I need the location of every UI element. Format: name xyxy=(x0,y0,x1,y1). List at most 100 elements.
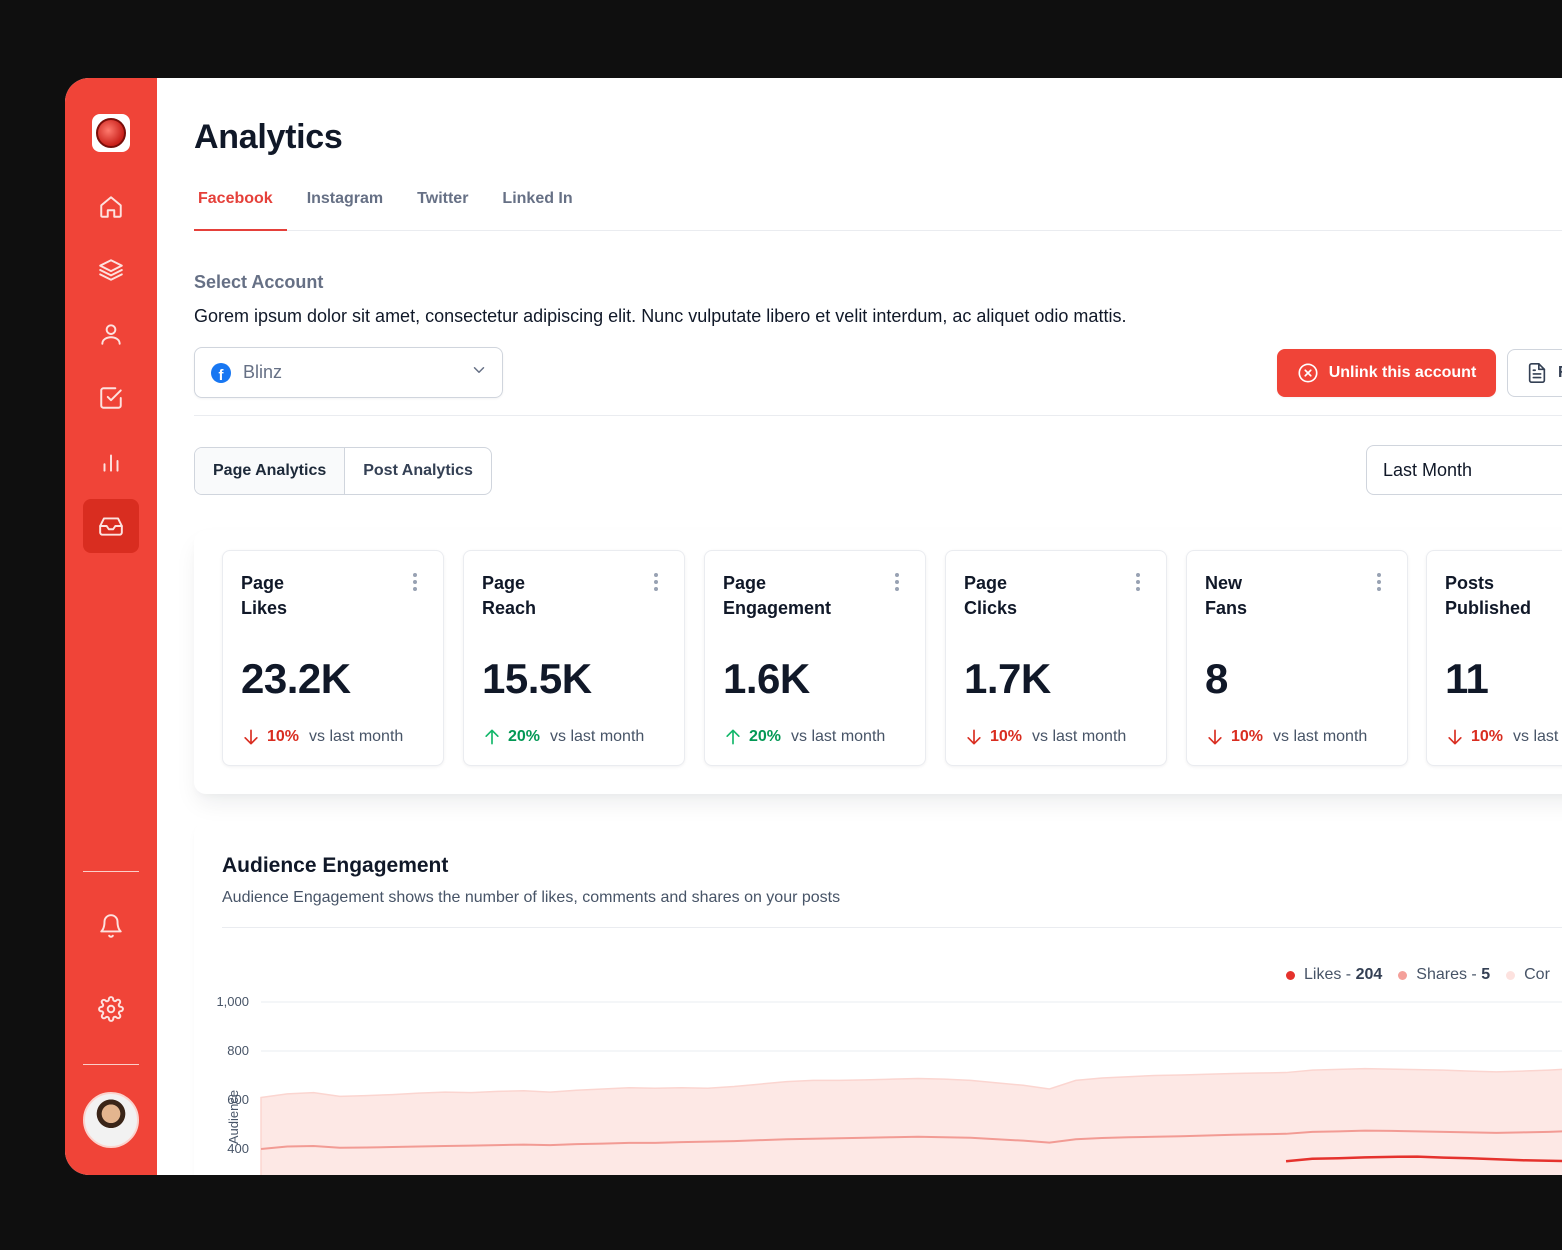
settings-icon xyxy=(98,996,124,1022)
stat-card-page-clicks: Page Clicks 1.7K 10% vs last month xyxy=(945,550,1167,766)
stat-delta: 10% vs last month xyxy=(241,727,403,747)
inbox-icon xyxy=(99,517,123,536)
layers-icon xyxy=(99,259,123,281)
stat-delta-note: vs last month xyxy=(1273,728,1368,745)
sidebar-item-inbox[interactable] xyxy=(83,499,139,553)
stat-value: 8 xyxy=(1205,655,1228,702)
stat-delta: 10% vs last month xyxy=(1205,727,1367,747)
stat-delta-note: vs last month xyxy=(791,728,886,745)
post-analytics-button[interactable]: Post Analytics xyxy=(363,462,473,479)
more-vertical-icon[interactable] xyxy=(413,573,417,591)
main-content: Analytics Facebook Instagram Twitter Lin… xyxy=(157,78,1562,1175)
more-vertical-icon[interactable] xyxy=(1377,573,1381,591)
legend-dot xyxy=(1398,970,1408,980)
account-select[interactable]: f Blinz xyxy=(194,347,503,398)
unlink-account-label: Unlink this account xyxy=(1328,364,1477,381)
sidebar-item-layers[interactable] xyxy=(83,243,139,297)
x-circle-icon xyxy=(1298,363,1318,383)
bar-chart-icon xyxy=(103,454,119,472)
sidebar-divider xyxy=(83,871,139,872)
app-window: Analytics Facebook Instagram Twitter Lin… xyxy=(65,78,1562,1175)
select-account-label: Select Account xyxy=(194,272,324,292)
tab-twitter[interactable]: Twitter xyxy=(417,190,469,207)
stat-delta: 20% vs last month xyxy=(482,727,644,747)
page-title: Analytics xyxy=(194,118,343,156)
stat-delta-note: vs last month xyxy=(1032,728,1127,745)
legend-value: 5 xyxy=(1481,966,1491,983)
select-account-description: Gorem ipsum dolor sit amet, consectetur … xyxy=(194,306,1127,326)
stat-value: 23.2K xyxy=(241,655,351,702)
legend-dot xyxy=(1506,970,1516,980)
stat-value: 1.6K xyxy=(723,655,810,702)
legend-item-comments[interactable]: Cor xyxy=(1506,966,1550,984)
stat-delta-note: vs last xyxy=(1513,728,1559,745)
chart-legend: Likes - 204 Shares - 5 Cor xyxy=(1286,966,1550,984)
sidebar-item-settings[interactable] xyxy=(83,982,139,1036)
line-series-mid xyxy=(260,1129,1562,1150)
arrow-down-icon xyxy=(967,729,981,745)
user-icon xyxy=(101,324,121,345)
legend-item-shares[interactable]: Shares - 5 xyxy=(1398,966,1490,984)
stat-value: 15.5K xyxy=(482,655,592,702)
engagement-divider xyxy=(222,927,1562,928)
sidebar-item-tasks[interactable] xyxy=(83,371,139,425)
sidebar-divider xyxy=(83,1064,139,1065)
stat-card-posts-published: Posts Published 11 10% vs last xyxy=(1426,550,1562,766)
report-button[interactable]: R xyxy=(1507,349,1562,397)
period-select[interactable]: Last Month xyxy=(1366,445,1562,495)
legend-sep: - xyxy=(1466,966,1482,983)
sidebar-item-analytics[interactable] xyxy=(83,435,139,489)
stat-title: Page Engagement xyxy=(723,573,832,618)
stat-delta-value: 20% xyxy=(508,728,541,745)
sidebar xyxy=(65,78,157,1175)
tab-instagram[interactable]: Instagram xyxy=(306,190,384,207)
legend-label: Shares xyxy=(1416,966,1467,983)
legend-label: Cor xyxy=(1524,966,1550,983)
line-series-low xyxy=(1285,1155,1562,1163)
stat-delta-value: 10% xyxy=(1231,728,1264,745)
sidebar-item-home[interactable] xyxy=(83,180,139,234)
audience-engagement-panel: 1,000 800 600 400 Audience Audience Engageme… xyxy=(194,822,1562,1175)
more-vertical-icon[interactable] xyxy=(895,573,899,591)
stat-delta-value: 20% xyxy=(749,728,782,745)
stat-value: 11 xyxy=(1445,655,1489,702)
stat-title: Page Likes xyxy=(241,573,288,618)
stat-delta-value: 10% xyxy=(267,728,300,745)
arrow-down-icon xyxy=(1448,729,1462,745)
analytics-type-toggle: Page Analytics Post Analytics xyxy=(194,447,492,495)
report-button-label: R xyxy=(1558,364,1562,382)
bell-icon xyxy=(100,914,122,938)
more-vertical-icon[interactable] xyxy=(1136,573,1140,591)
page-analytics-button[interactable]: Page Analytics xyxy=(195,448,346,494)
unlink-account-button[interactable]: Unlink this account xyxy=(1277,349,1496,397)
legend-item-likes[interactable]: Likes - 204 xyxy=(1286,966,1382,984)
stat-title: Page Clicks xyxy=(964,573,1018,618)
arrow-down-icon xyxy=(244,729,258,745)
arrow-up-icon xyxy=(485,729,499,745)
sidebar-item-users[interactable] xyxy=(83,307,139,361)
tab-linkedin[interactable]: Linked In xyxy=(502,190,573,207)
stat-delta: 10% vs last month xyxy=(964,727,1126,747)
stats-panel: Page Likes 23.2K 10% vs last month Page … xyxy=(194,530,1562,794)
stat-card-new-fans: New Fans 8 10% vs last month xyxy=(1186,550,1408,766)
y-tick-label: 400 xyxy=(227,1141,249,1156)
more-vertical-icon[interactable] xyxy=(654,573,658,591)
stat-card-page-likes: Page Likes 23.2K 10% vs last month xyxy=(222,550,444,766)
section-divider xyxy=(194,415,1562,416)
avatar[interactable] xyxy=(83,1092,139,1148)
sidebar-item-notifications[interactable] xyxy=(83,899,139,953)
stat-title: Posts Published xyxy=(1445,573,1532,618)
arrow-down-icon xyxy=(1208,729,1222,745)
engagement-title: Audience Engagement xyxy=(222,854,449,877)
facebook-icon: f xyxy=(211,362,231,383)
app-logo[interactable] xyxy=(92,114,130,152)
account-select-value: Blinz xyxy=(243,362,283,382)
engagement-description: Audience Engagement shows the number of … xyxy=(222,889,841,906)
tab-facebook[interactable]: Facebook xyxy=(194,186,287,231)
legend-label: Likes xyxy=(1304,966,1342,983)
stat-delta: 20% vs last month xyxy=(723,727,885,747)
stat-delta: 10% vs last xyxy=(1445,727,1558,747)
document-icon xyxy=(1528,363,1546,383)
legend-dot xyxy=(1286,970,1295,980)
